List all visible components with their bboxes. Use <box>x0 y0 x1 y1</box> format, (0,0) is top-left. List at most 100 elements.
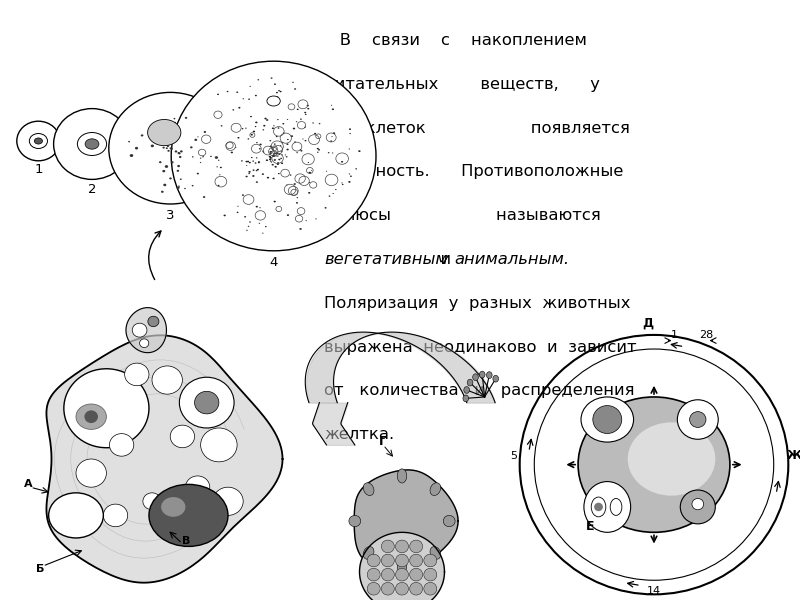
Ellipse shape <box>282 142 283 143</box>
Ellipse shape <box>241 160 242 161</box>
Ellipse shape <box>178 152 181 154</box>
Ellipse shape <box>309 182 310 183</box>
Ellipse shape <box>309 172 310 173</box>
Ellipse shape <box>245 128 246 129</box>
Text: и: и <box>430 252 462 267</box>
Ellipse shape <box>197 173 199 175</box>
Ellipse shape <box>325 207 326 209</box>
Ellipse shape <box>180 178 182 180</box>
Ellipse shape <box>318 149 320 151</box>
Ellipse shape <box>277 96 278 97</box>
Ellipse shape <box>135 147 138 149</box>
Ellipse shape <box>350 133 351 134</box>
Ellipse shape <box>326 171 327 172</box>
Ellipse shape <box>214 156 218 159</box>
Ellipse shape <box>242 98 244 100</box>
Ellipse shape <box>258 79 259 80</box>
Ellipse shape <box>218 160 219 161</box>
Ellipse shape <box>251 157 253 158</box>
Ellipse shape <box>150 137 153 139</box>
Ellipse shape <box>317 148 319 149</box>
Ellipse shape <box>282 123 284 124</box>
Ellipse shape <box>330 140 332 142</box>
Ellipse shape <box>237 212 238 213</box>
Ellipse shape <box>296 152 298 153</box>
Ellipse shape <box>204 131 206 133</box>
Text: В    связи    с    накоплением: В связи с накоплением <box>324 33 587 48</box>
Ellipse shape <box>248 171 250 173</box>
Ellipse shape <box>300 118 302 120</box>
Ellipse shape <box>221 125 222 127</box>
Ellipse shape <box>269 158 271 160</box>
Ellipse shape <box>270 77 273 79</box>
Ellipse shape <box>278 159 280 160</box>
Ellipse shape <box>253 169 254 171</box>
Ellipse shape <box>278 127 279 129</box>
Ellipse shape <box>270 153 271 154</box>
Ellipse shape <box>273 155 275 157</box>
Ellipse shape <box>274 166 277 167</box>
Ellipse shape <box>274 83 276 85</box>
Ellipse shape <box>258 161 260 163</box>
Ellipse shape <box>277 155 278 157</box>
Text: 2: 2 <box>88 183 96 196</box>
Ellipse shape <box>109 92 232 204</box>
Text: питательных        веществ,      у: питательных веществ, у <box>324 77 600 92</box>
Ellipse shape <box>297 109 298 110</box>
Ellipse shape <box>269 156 271 158</box>
Ellipse shape <box>294 88 296 90</box>
Ellipse shape <box>220 167 222 168</box>
Ellipse shape <box>296 121 298 122</box>
Ellipse shape <box>274 143 276 145</box>
Ellipse shape <box>184 188 186 189</box>
Text: 1: 1 <box>34 163 42 176</box>
Ellipse shape <box>230 152 233 154</box>
Ellipse shape <box>294 142 296 143</box>
Ellipse shape <box>306 105 309 106</box>
Ellipse shape <box>249 162 251 163</box>
Ellipse shape <box>308 162 309 163</box>
Ellipse shape <box>161 191 164 193</box>
Ellipse shape <box>248 98 250 100</box>
Ellipse shape <box>273 125 274 127</box>
Ellipse shape <box>280 145 282 146</box>
Text: анимальным.: анимальным. <box>454 252 570 267</box>
Ellipse shape <box>171 161 174 163</box>
Ellipse shape <box>256 142 258 143</box>
Ellipse shape <box>317 152 318 153</box>
Ellipse shape <box>246 176 248 178</box>
Ellipse shape <box>259 143 262 145</box>
Ellipse shape <box>292 82 294 83</box>
Ellipse shape <box>270 151 272 152</box>
Ellipse shape <box>275 152 277 153</box>
Ellipse shape <box>310 172 311 173</box>
Ellipse shape <box>218 185 219 186</box>
Ellipse shape <box>308 192 310 194</box>
Ellipse shape <box>244 216 246 218</box>
Ellipse shape <box>148 119 181 146</box>
Ellipse shape <box>178 152 180 154</box>
Ellipse shape <box>255 122 258 123</box>
Ellipse shape <box>300 149 302 151</box>
Ellipse shape <box>332 109 334 110</box>
Text: 3: 3 <box>166 209 174 222</box>
Ellipse shape <box>194 139 197 141</box>
Ellipse shape <box>246 165 247 166</box>
Ellipse shape <box>278 154 280 155</box>
Ellipse shape <box>266 177 269 179</box>
Ellipse shape <box>349 173 350 175</box>
Ellipse shape <box>162 135 165 137</box>
Ellipse shape <box>180 150 182 152</box>
Text: 4: 4 <box>270 256 278 269</box>
Ellipse shape <box>210 156 212 157</box>
Ellipse shape <box>270 151 272 153</box>
Ellipse shape <box>203 196 206 198</box>
Ellipse shape <box>286 149 289 151</box>
Ellipse shape <box>331 136 333 137</box>
Ellipse shape <box>301 150 302 152</box>
Ellipse shape <box>78 133 106 155</box>
Ellipse shape <box>179 156 182 158</box>
Ellipse shape <box>294 183 296 185</box>
Ellipse shape <box>287 139 289 140</box>
Ellipse shape <box>275 155 277 157</box>
